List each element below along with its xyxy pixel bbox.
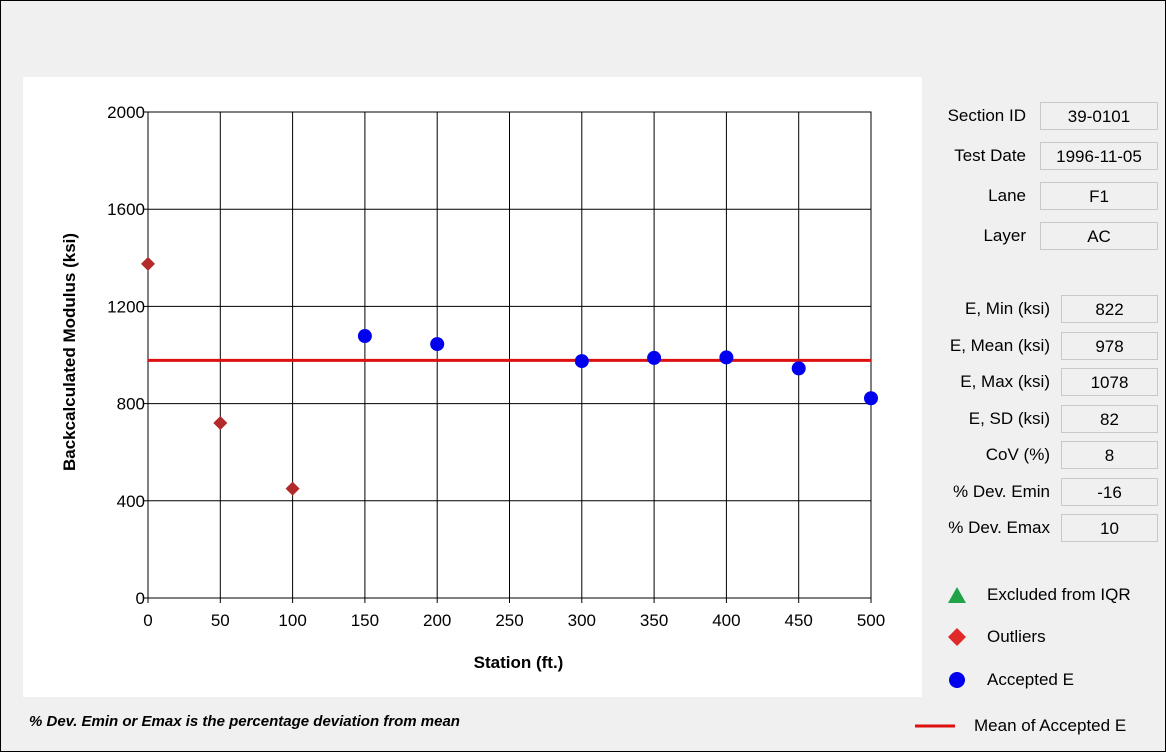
accepted-point <box>430 337 445 352</box>
outlier-point <box>141 256 155 271</box>
red-diamond-icon <box>948 628 966 646</box>
green-triangle-icon <box>948 587 966 603</box>
info-field-value: F1 <box>1040 182 1158 210</box>
stat-field-label: E, Mean (ksi) <box>949 335 1050 355</box>
stat-field-value: 10 <box>1061 514 1158 542</box>
accepted-point <box>357 329 372 344</box>
accepted-point <box>791 361 806 376</box>
x-tick-label: 350 <box>640 611 668 630</box>
accepted-point <box>574 354 589 369</box>
info-field-label: Section ID <box>947 106 1026 125</box>
x-tick-label: 200 <box>423 611 451 630</box>
modulus-chart: 0 50 100 150 200 250 300 350 400 450 500 0 400 800 120… <box>60 103 885 672</box>
y-tick-label: 0 <box>136 589 145 608</box>
outlier-point <box>285 481 300 496</box>
x-tick-label: 450 <box>785 611 813 630</box>
x-tick-label: 500 <box>857 611 885 630</box>
accepted-point <box>864 391 878 406</box>
info-field-value: 39-0101 <box>1040 102 1158 130</box>
y-tick-label: 2000 <box>107 103 145 122</box>
y-tick-label: 1200 <box>107 297 145 316</box>
outlier-point <box>213 416 228 431</box>
stat-field-value: 8 <box>1061 441 1158 469</box>
stat-field-value: 978 <box>1061 331 1158 360</box>
x-axis-label: Station (ft.) <box>474 653 564 672</box>
x-tick-label: 150 <box>351 611 379 630</box>
stat-field-value: -16 <box>1061 477 1158 506</box>
x-tick-label: 250 <box>495 611 523 630</box>
y-tick-label: 800 <box>117 395 145 414</box>
stat-field-label: E, SD (ksi) <box>968 408 1050 428</box>
x-tick-label: 400 <box>712 611 740 630</box>
accepted-point <box>647 350 662 365</box>
info-field-label: Test Date <box>954 146 1026 165</box>
blue-circle-icon <box>949 672 965 688</box>
accepted-point <box>719 350 734 365</box>
stat-field-value: 822 <box>1061 295 1158 323</box>
legend-mean-label: Mean of Accepted E <box>974 716 1127 735</box>
y-axis-label: Backcalculated Modulus (ksi) <box>60 233 79 471</box>
info-field-value: AC <box>1040 222 1158 250</box>
x-tick-label: 0 <box>143 611 152 630</box>
x-tick-label: 100 <box>278 611 306 630</box>
stat-field-label: CoV (%) <box>985 445 1050 464</box>
legend-outliers-label: Outliers <box>987 627 1046 646</box>
red-line-icon <box>915 724 955 728</box>
footnote: % Dev. Emin or Emax is the percentage de… <box>29 713 460 730</box>
y-tick-label: 1600 <box>107 200 145 219</box>
info-field-label: Layer <box>983 226 1026 245</box>
plot-panel: 0 50 100 150 200 250 300 350 400 450 500 0 400 800 120… <box>23 77 922 697</box>
info-field-value: 1996-11-05 <box>1040 142 1158 170</box>
info-field-label: Lane <box>988 186 1026 205</box>
stat-field-label: E, Min (ksi) <box>965 299 1050 318</box>
stat-field-value: 1078 <box>1061 368 1158 396</box>
stat-field-label: % Dev. Emax <box>948 518 1050 537</box>
stat-field-label: E, Max (ksi) <box>960 372 1050 391</box>
x-tick-label: 300 <box>568 611 596 630</box>
legend-accepted-label: Accepted E <box>987 670 1074 689</box>
y-tick-label: 400 <box>117 492 145 511</box>
x-tick-label: 50 <box>211 611 230 630</box>
legend-excluded-label: Excluded from IQR <box>987 585 1131 604</box>
stat-field-value: 82 <box>1061 404 1158 433</box>
stat-field-label: % Dev. Emin <box>953 481 1050 501</box>
